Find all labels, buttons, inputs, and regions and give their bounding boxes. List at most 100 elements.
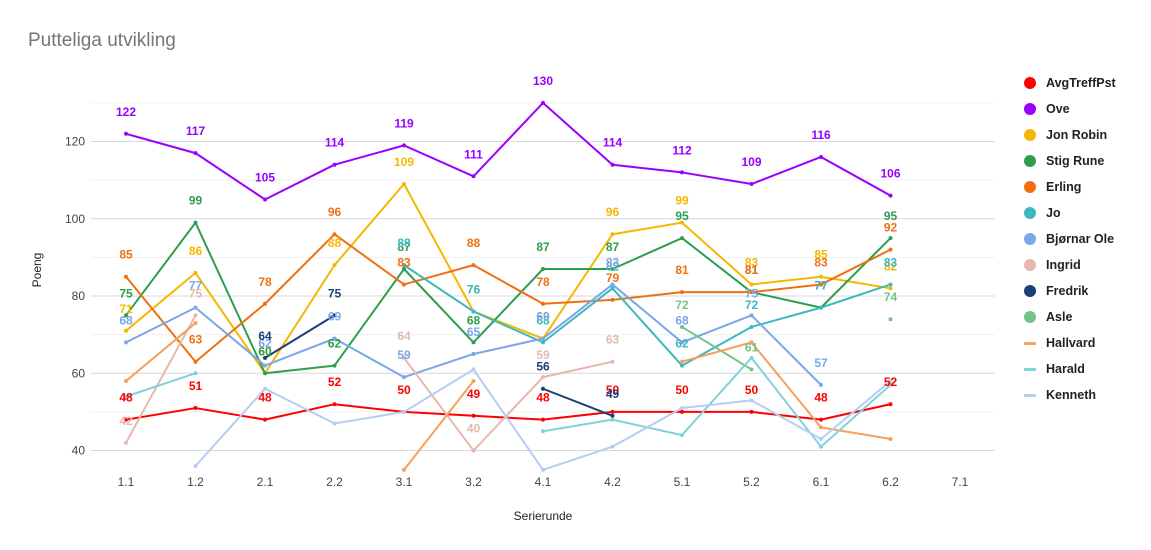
data-point bbox=[888, 193, 893, 198]
chart-legend: AvgTreffPst Ove Jon Robin Stig Rune Erling Jo… bbox=[1024, 70, 1116, 408]
data-point bbox=[402, 263, 406, 268]
data-label: 95 bbox=[884, 209, 898, 223]
data-point bbox=[402, 355, 406, 360]
data-point bbox=[402, 182, 406, 187]
data-label: 76 bbox=[467, 282, 481, 296]
data-label: 49 bbox=[467, 387, 481, 401]
data-point bbox=[193, 371, 198, 376]
y-tick-label: 120 bbox=[65, 135, 85, 149]
legend-label: Bjørnar Ole bbox=[1046, 232, 1115, 246]
x-tick-label: 3.2 bbox=[465, 475, 482, 489]
legend-item: Jo bbox=[1024, 200, 1116, 226]
data-point bbox=[610, 417, 615, 422]
data-label: 85 bbox=[119, 248, 133, 262]
data-label: 48 bbox=[536, 391, 550, 405]
data-label: 79 bbox=[606, 271, 620, 285]
data-label: 49 bbox=[606, 387, 620, 401]
data-point bbox=[193, 321, 198, 326]
data-point bbox=[541, 429, 545, 434]
data-point bbox=[541, 340, 545, 345]
data-point bbox=[402, 267, 406, 271]
x-tick-label: 4.2 bbox=[604, 475, 621, 489]
data-label: 81 bbox=[745, 263, 759, 277]
data-point bbox=[610, 359, 615, 364]
data-point bbox=[819, 417, 823, 422]
legend-item: Bjørnar Ole bbox=[1024, 226, 1116, 252]
data-point bbox=[332, 162, 337, 167]
data-label: 82 bbox=[606, 259, 620, 273]
data-label: 50 bbox=[675, 383, 689, 397]
data-label: 112 bbox=[672, 143, 692, 157]
data-point bbox=[819, 382, 823, 387]
data-label: 75 bbox=[328, 286, 342, 300]
legend-swatch bbox=[1024, 311, 1036, 323]
legend-label: AvgTreffPst bbox=[1046, 76, 1116, 90]
x-tick-label: 2.1 bbox=[257, 475, 274, 489]
data-point bbox=[471, 379, 476, 384]
data-point bbox=[402, 282, 406, 287]
data-label: 85 bbox=[814, 248, 828, 262]
data-point bbox=[193, 151, 198, 156]
data-point bbox=[610, 267, 615, 271]
data-label: 59 bbox=[536, 348, 550, 362]
data-point bbox=[193, 464, 198, 468]
data-point bbox=[610, 444, 615, 449]
data-point bbox=[193, 313, 198, 318]
y-axis-ticks: 40 60 80 100 120 bbox=[65, 135, 85, 458]
data-label: 82 bbox=[884, 259, 898, 273]
legend-item: Hallvard bbox=[1024, 330, 1116, 356]
data-label: 99 bbox=[189, 194, 203, 208]
legend-item: Erling bbox=[1024, 174, 1116, 200]
data-label: 50 bbox=[745, 383, 759, 397]
data-point bbox=[819, 444, 823, 449]
data-label: 50 bbox=[397, 383, 411, 397]
legend-swatch bbox=[1024, 285, 1036, 297]
data-label: 60 bbox=[258, 344, 272, 358]
data-point bbox=[680, 409, 684, 414]
data-label: 86 bbox=[189, 244, 203, 258]
data-point bbox=[541, 467, 545, 472]
data-label: 95 bbox=[675, 209, 689, 223]
legend-swatch bbox=[1024, 259, 1036, 271]
data-point bbox=[193, 305, 198, 310]
data-label: 88 bbox=[397, 236, 411, 250]
data-point bbox=[124, 394, 128, 399]
x-tick-label: 7.1 bbox=[952, 475, 969, 489]
data-label: 106 bbox=[880, 167, 900, 181]
data-point bbox=[471, 263, 476, 268]
data-label: 114 bbox=[325, 136, 345, 150]
data-label: 88 bbox=[467, 236, 481, 250]
chart-title: Putteliga utvikling bbox=[28, 30, 176, 51]
series-lines bbox=[125, 101, 892, 471]
data-point bbox=[332, 363, 337, 368]
legend-item: Ingrid bbox=[1024, 252, 1116, 278]
data-point bbox=[749, 324, 754, 329]
data-point bbox=[888, 382, 893, 387]
data-label: 68 bbox=[675, 313, 689, 327]
data-point bbox=[471, 413, 476, 418]
data-label: 122 bbox=[116, 105, 136, 119]
x-tick-label: 6.2 bbox=[882, 475, 899, 489]
data-point bbox=[610, 409, 615, 414]
data-point bbox=[610, 282, 615, 287]
legend-swatch bbox=[1024, 367, 1036, 371]
legend-item: Fredrik bbox=[1024, 278, 1116, 304]
data-point bbox=[332, 232, 337, 237]
data-label: 63 bbox=[189, 333, 203, 347]
data-point bbox=[819, 154, 823, 159]
data-label: 68 bbox=[119, 313, 133, 327]
legend-label: Erling bbox=[1046, 180, 1082, 194]
data-label: 81 bbox=[745, 263, 759, 277]
data-label: 59 bbox=[397, 348, 411, 362]
data-point bbox=[471, 340, 476, 345]
legend-label: Hallvard bbox=[1046, 336, 1096, 350]
series-line bbox=[125, 101, 891, 201]
data-point bbox=[819, 305, 823, 310]
data-label: 105 bbox=[255, 170, 275, 184]
data-point bbox=[610, 297, 615, 302]
data-point bbox=[541, 417, 545, 422]
legend-swatch bbox=[1024, 77, 1036, 89]
data-label: 99 bbox=[675, 194, 689, 208]
series-line bbox=[125, 314, 197, 444]
